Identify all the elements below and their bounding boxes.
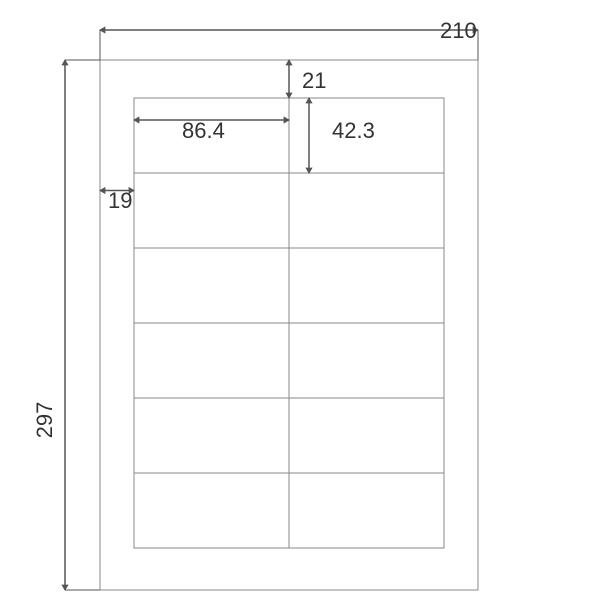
dim-sheet-height: 297 bbox=[32, 402, 57, 439]
dim-cell-width: 86.4 bbox=[182, 118, 225, 143]
dim-sheet-width: 210 bbox=[440, 18, 477, 43]
dim-margin-left: 19 bbox=[108, 188, 132, 213]
dimension-lines bbox=[65, 30, 478, 590]
dim-cell-height: 42.3 bbox=[332, 118, 375, 143]
dim-margin-top: 21 bbox=[302, 68, 326, 93]
label-grid bbox=[134, 98, 444, 548]
